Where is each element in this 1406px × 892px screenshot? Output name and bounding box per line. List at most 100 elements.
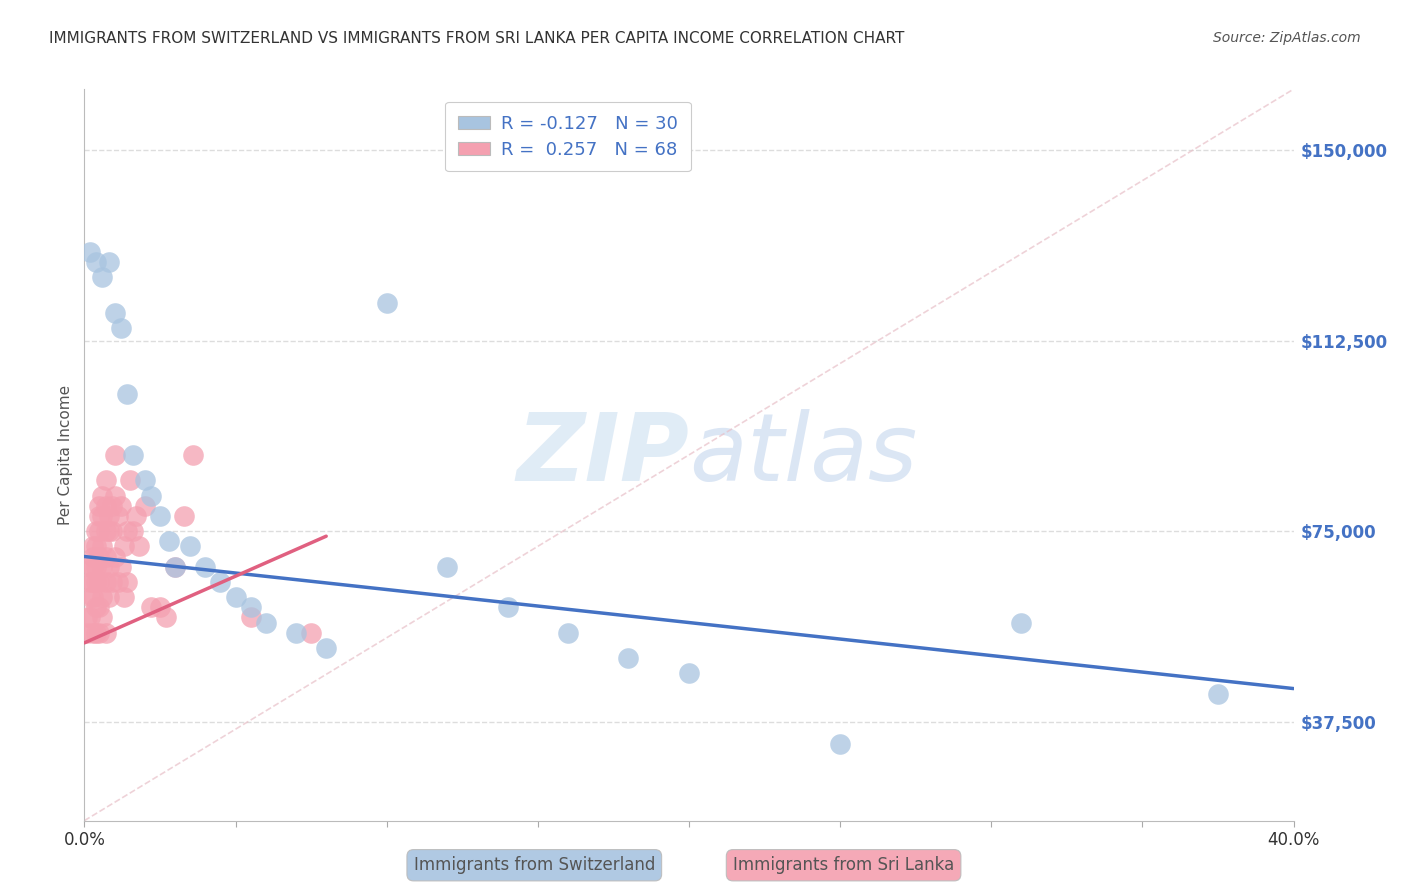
Point: [104, 489, 127, 503]
Point: [1206, 687, 1229, 701]
Point: [89, 499, 111, 513]
Point: [375, 295, 398, 310]
Point: [91, 539, 114, 553]
Text: Immigrants from Switzerland: Immigrants from Switzerland: [413, 856, 655, 874]
Point: [86, 255, 108, 269]
Point: [91, 508, 114, 523]
Point: [79, 244, 101, 259]
Point: [91, 559, 114, 574]
Point: [89, 600, 111, 615]
Point: [285, 625, 308, 640]
Point: [149, 600, 172, 615]
Point: [115, 524, 138, 538]
Point: [104, 549, 127, 564]
Point: [173, 508, 195, 523]
Point: [121, 448, 143, 462]
Point: [115, 574, 138, 589]
Point: [155, 610, 177, 624]
Point: [254, 615, 277, 630]
Point: [110, 559, 132, 574]
Point: [100, 499, 122, 513]
Point: [165, 559, 187, 574]
Text: ZIP: ZIP: [516, 409, 689, 501]
Point: [1011, 615, 1033, 630]
Point: [94, 499, 117, 513]
Point: [239, 610, 262, 624]
Point: [94, 473, 117, 487]
Point: [139, 600, 162, 615]
Point: [179, 539, 201, 553]
Point: [110, 321, 132, 335]
Point: [79, 610, 101, 624]
Point: [82, 549, 104, 564]
Point: [134, 473, 156, 487]
Point: [118, 473, 141, 487]
Text: Immigrants from Sri Lanka: Immigrants from Sri Lanka: [733, 856, 955, 874]
Point: [139, 489, 162, 503]
Point: [209, 574, 232, 589]
Point: [97, 590, 120, 604]
Point: [181, 448, 204, 462]
Point: [91, 489, 114, 503]
Point: [115, 387, 138, 401]
Point: [79, 574, 101, 589]
Point: [86, 574, 108, 589]
Point: [830, 738, 852, 752]
Point: [107, 508, 129, 523]
Text: IMMIGRANTS FROM SWITZERLAND VS IMMIGRANTS FROM SRI LANKA PER CAPITA INCOME CORRE: IMMIGRANTS FROM SWITZERLAND VS IMMIGRANT…: [49, 31, 904, 46]
Point: [125, 508, 148, 523]
Point: [86, 600, 108, 615]
Point: [86, 625, 108, 640]
Point: [121, 524, 143, 538]
Point: [104, 306, 127, 320]
Point: [436, 559, 458, 574]
Point: [107, 574, 129, 589]
Point: [89, 508, 111, 523]
Point: [91, 270, 114, 285]
Point: [617, 651, 640, 665]
Point: [79, 559, 101, 574]
Point: [315, 640, 337, 655]
Point: [299, 625, 322, 640]
Point: [76, 625, 98, 640]
Point: [91, 590, 114, 604]
Text: Source: ZipAtlas.com: Source: ZipAtlas.com: [1213, 31, 1361, 45]
Point: [94, 625, 117, 640]
Point: [557, 625, 579, 640]
Point: [91, 610, 114, 624]
Point: [94, 549, 117, 564]
Point: [157, 534, 180, 549]
Point: [76, 610, 98, 624]
Point: [239, 600, 262, 615]
Y-axis label: Per Capita Income: Per Capita Income: [58, 384, 73, 525]
Point: [79, 590, 101, 604]
Point: [82, 625, 104, 640]
Text: atlas: atlas: [689, 409, 917, 500]
Point: [149, 508, 172, 523]
Point: [112, 539, 135, 553]
Point: [112, 590, 135, 604]
Point: [225, 590, 247, 604]
Point: [89, 524, 111, 538]
Point: [82, 559, 104, 574]
Point: [194, 559, 217, 574]
Point: [97, 508, 120, 523]
Point: [128, 539, 150, 553]
Point: [86, 524, 108, 538]
Point: [97, 559, 120, 574]
Point: [678, 666, 700, 681]
Point: [134, 499, 156, 513]
Point: [89, 574, 111, 589]
Point: [89, 625, 111, 640]
Point: [86, 539, 108, 553]
Point: [82, 574, 104, 589]
Point: [100, 524, 122, 538]
Point: [104, 448, 127, 462]
Point: [89, 549, 111, 564]
Point: [94, 524, 117, 538]
Point: [110, 499, 132, 513]
Legend: R = -0.127   N = 30, R =  0.257   N = 68: R = -0.127 N = 30, R = 0.257 N = 68: [446, 102, 690, 171]
Point: [82, 539, 104, 553]
Point: [82, 590, 104, 604]
Point: [496, 600, 519, 615]
